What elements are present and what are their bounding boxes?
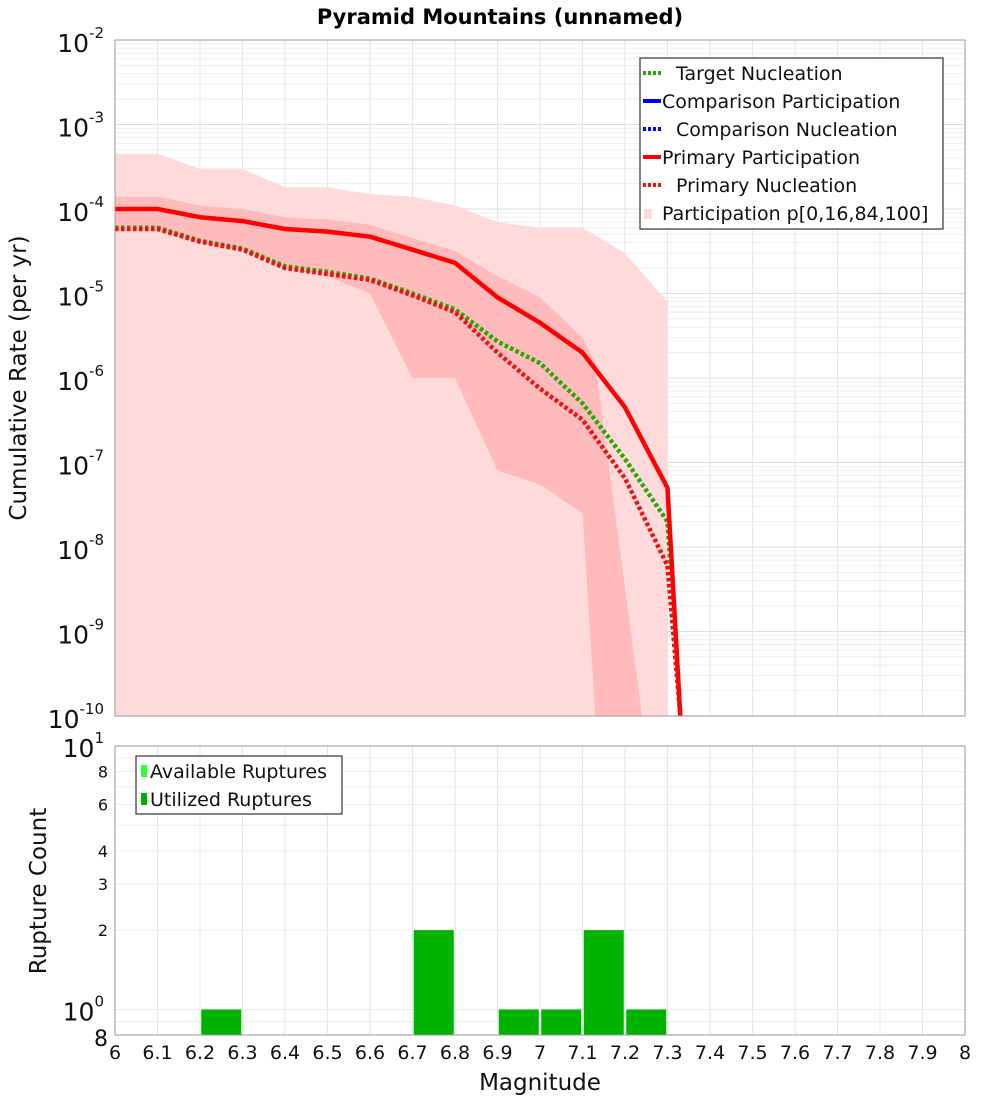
bottom-y-tick-label: 8 [98, 763, 108, 782]
legend-label: Primary Nucleation [676, 175, 857, 197]
x-tick-label: 7.2 [610, 1042, 640, 1064]
bar-utilized-ruptures [626, 1009, 667, 1035]
top-y-tick-label: 10-8 [57, 531, 104, 565]
legend-label: Comparison Nucleation [676, 119, 898, 141]
top-y-tick-label: 10-2 [57, 24, 104, 58]
x-tick-label: 7.4 [695, 1042, 725, 1064]
x-tick-label: 6.2 [185, 1042, 215, 1064]
series-primary-participation [115, 206, 683, 717]
band-1 [115, 196, 642, 716]
top-y-tick-label: 10-4 [57, 193, 104, 227]
x-tick-label: 6.9 [482, 1042, 512, 1064]
top-y-tick-label: 10-3 [57, 109, 104, 143]
bottom-y-tick-label: 4 [98, 842, 108, 861]
x-tick-label: 6.1 [142, 1042, 172, 1064]
legend-label: Participation p[0,16,84,100] [662, 203, 928, 225]
legend-label: Available Ruptures [150, 761, 327, 783]
top-plot-frame [114, 39, 966, 717]
bottom-y-tick-label: 2 [98, 921, 108, 940]
x-tick-label: 6 [109, 1042, 121, 1064]
legend-label: Utilized Ruptures [150, 789, 312, 811]
x-tick-label: 7.6 [780, 1042, 810, 1064]
bottom-y-decade-label: 100 [63, 992, 104, 1026]
bottom-y-tick-label: 6 [98, 795, 108, 814]
legend-swatch [644, 209, 652, 219]
x-tick-label: 7 [534, 1042, 546, 1064]
x-axis-label: Magnitude [479, 1070, 601, 1096]
top-legend-box [639, 57, 944, 230]
x-tick-label: 7.1 [567, 1042, 597, 1064]
bar-utilized-ruptures [201, 1009, 242, 1035]
bottom-plot-bars [201, 930, 667, 1035]
bar-utilized-ruptures [583, 930, 624, 1035]
x-tick-label: 6.4 [270, 1042, 300, 1064]
top-y-tick-label: 10-6 [57, 362, 104, 396]
x-tick-label: 7.8 [865, 1042, 895, 1064]
x-tick-label: 6.6 [355, 1042, 385, 1064]
x-tick-label: 7.5 [737, 1042, 767, 1064]
legend-swatch [141, 765, 147, 777]
top-y-tick-label: 10-5 [57, 278, 104, 312]
top-legend: Target Nucleation Comparison Participatio… [639, 57, 944, 230]
top-y-tick-label: 10-10 [48, 700, 104, 734]
legend-label: Primary Participation [662, 147, 860, 169]
top-y-tick-label: 10-7 [57, 447, 104, 481]
top-y-tick-labels: 10-10 10-9 10-8 10-7 10-6 10-5 10-4 10-3 10-2 [48, 24, 104, 734]
bottom-legend-box [135, 755, 343, 815]
bottom-y-decade-label: 101 [63, 729, 104, 763]
x-tick-label: 6.5 [312, 1042, 342, 1064]
bottom-y-axis-label: Rupture Count [26, 808, 52, 974]
x-tick-label: 6.7 [397, 1042, 427, 1064]
bottom-legend: Available Ruptures Utilized Ruptures [135, 755, 343, 815]
top-plot-bands [115, 153, 676, 717]
legend-label: Target Nucleation [675, 63, 843, 85]
bottom-plot-frame [114, 745, 966, 1036]
x-tick-label: 6.3 [227, 1042, 257, 1064]
x-tick-label: 7.7 [822, 1042, 852, 1064]
bottom-y-tick-label: 8 [94, 1027, 108, 1052]
legend-swatch [141, 793, 147, 805]
x-tick-label: 7.9 [907, 1042, 937, 1064]
top-y-axis-label: Cumulative Rate (per yr) [6, 235, 32, 520]
bar-utilized-ruptures [498, 1009, 539, 1035]
legend-label: Comparison Participation [662, 91, 900, 113]
chart-title: Pyramid Mountains (unnamed) [317, 5, 683, 29]
bar-utilized-ruptures [413, 930, 454, 1035]
x-tick-label: 8 [959, 1042, 971, 1064]
series-primary-nucleation [115, 226, 683, 717]
top-y-tick-label: 10-9 [57, 616, 104, 650]
x-tick-labels: 6 6.1 6.2 6.3 6.4 6.5 6.6 6.7 6.8 6.9 7 7.1 7.2 7.3 7.… [109, 1042, 971, 1064]
top-plot-lines [115, 206, 683, 717]
x-tick-label: 7.3 [652, 1042, 682, 1064]
band-0 [115, 153, 676, 717]
bar-utilized-ruptures [541, 1009, 582, 1035]
bottom-y-tick-label: 3 [98, 875, 108, 894]
x-tick-label: 6.8 [440, 1042, 470, 1064]
